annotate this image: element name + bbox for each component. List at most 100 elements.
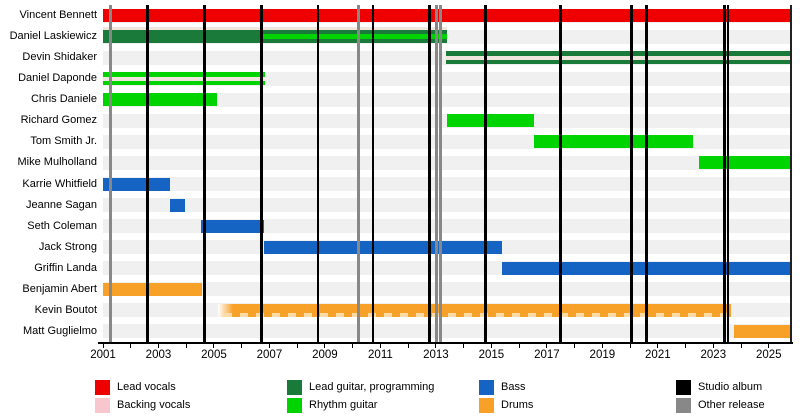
axis-tick <box>130 344 132 348</box>
studio-album-line <box>203 5 206 342</box>
axis-year-label: 2019 <box>589 349 616 361</box>
member-name-label: Daniel Laskiewicz <box>9 30 97 43</box>
member-name-label: Devin Shidaker <box>22 51 97 64</box>
lane-track <box>103 92 791 107</box>
axis-tick <box>574 344 576 348</box>
axis-tick <box>352 344 354 348</box>
member-name-label: Chris Daniele <box>30 93 97 106</box>
legend-swatch <box>287 397 302 413</box>
member-name-label: Griffin Landa <box>34 261 97 274</box>
axis-year-label: 2013 <box>423 349 449 361</box>
member-name-label: Daniel Daponde <box>18 72 97 85</box>
axis-tick <box>407 344 409 348</box>
axis-tick <box>185 344 187 348</box>
lane-track <box>103 282 791 297</box>
axis-tick <box>546 344 548 348</box>
x-axis-line <box>98 342 793 344</box>
legend: Lead vocals Backing vocals Lead guitar, pr… <box>0 377 800 419</box>
axis-year-label: 2023 <box>700 349 727 361</box>
axis-tick <box>490 344 492 348</box>
timeline-bar <box>103 282 203 296</box>
axis-tick <box>157 344 159 348</box>
member-name-label: Benjamin Abert <box>22 282 97 295</box>
role-stripe <box>445 55 791 60</box>
axis-year-label: 2021 <box>645 349 671 361</box>
studio-album-line <box>630 5 633 342</box>
timeline-bar <box>201 219 265 233</box>
legend-label: Rhythm guitar <box>309 398 378 411</box>
studio-album-line <box>726 5 730 342</box>
legend-swatch <box>95 397 110 413</box>
timeline-bar <box>264 240 502 254</box>
axis-tick <box>324 344 326 348</box>
lane-track <box>103 155 791 170</box>
axis-year-label: 2017 <box>534 349 560 361</box>
studio-album-line <box>260 5 263 342</box>
axis-year-label: 2009 <box>312 349 338 361</box>
member-name-label: Kevin Boutot <box>34 303 97 316</box>
timeline-bar <box>103 9 791 23</box>
legend-swatch <box>676 380 691 395</box>
plot-right-border <box>790 5 792 342</box>
axis-tick <box>435 344 437 348</box>
legend-label: Lead guitar, programming <box>309 381 435 393</box>
axis-tick <box>740 344 742 348</box>
legend-swatch <box>95 380 110 395</box>
member-name-label: Karrie Whitfield <box>22 177 97 190</box>
axis-tick <box>463 344 465 348</box>
other-release-line <box>108 5 112 342</box>
axis-tick <box>712 344 714 348</box>
axis-tick <box>296 344 298 348</box>
timeline-bar <box>447 114 535 128</box>
studio-album-line <box>428 5 431 342</box>
axis-tick <box>629 344 631 348</box>
timeline-bar <box>534 135 693 149</box>
axis-year-label: 2011 <box>368 349 393 361</box>
x-axis: 2001 2003 2005 2007 2009 2011 2013 2015 2017 2019… <box>90 342 800 372</box>
studio-album-line <box>559 5 562 342</box>
studio-album-line <box>371 5 375 342</box>
legend-label: Studio album <box>698 381 763 393</box>
plot-area <box>103 5 791 342</box>
studio-album-line <box>723 5 726 342</box>
axis-tick <box>518 344 520 348</box>
member-name-label: Seth Coleman <box>27 219 97 232</box>
timeline-bar <box>103 93 217 107</box>
other-release-line <box>356 5 360 342</box>
lane-track <box>103 71 791 86</box>
axis-year-label: 2025 <box>756 349 782 361</box>
member-name-label: Matt Guglielmo <box>23 324 97 337</box>
member-labels: Vincent Bennett Daniel Laskiewicz Devin Sh… <box>0 5 97 342</box>
axis-tick <box>601 344 603 348</box>
axis-tick <box>268 344 270 348</box>
axis-tick <box>241 344 243 348</box>
timeline-bar <box>169 198 185 212</box>
axis-year-label: 2003 <box>145 349 172 361</box>
legend-label: Backing vocals <box>117 398 191 411</box>
axis-year-label: 2015 <box>478 349 505 361</box>
member-name-label: Vincent Bennett <box>19 9 97 21</box>
bar-dashed-stripe <box>224 312 730 317</box>
role-stripe <box>103 76 266 81</box>
legend-label: Other release <box>698 398 765 411</box>
role-stripe <box>262 34 447 40</box>
lane-track <box>103 177 791 192</box>
axis-year-label: 2007 <box>256 349 283 361</box>
other-release-line <box>439 5 443 342</box>
axis-tick <box>657 344 659 348</box>
member-name-label: Richard Gomez <box>20 114 97 127</box>
member-name-label: Tom Smith Jr. <box>30 135 97 148</box>
axis-year-label: 2005 <box>201 349 227 361</box>
legend-swatch <box>287 380 302 395</box>
axis-tick <box>768 344 770 348</box>
legend-label: Drums <box>501 398 534 411</box>
timeline-bar <box>218 303 732 317</box>
member-name-label: Jack Strong <box>38 240 97 253</box>
timeline-bar <box>103 177 170 191</box>
timeline-bar <box>699 156 791 170</box>
axis-year-label: 2001 <box>90 349 116 361</box>
timeline-bar <box>734 324 791 338</box>
studio-album-line <box>645 5 648 342</box>
member-name-label: Mike Mulholland <box>17 156 97 169</box>
